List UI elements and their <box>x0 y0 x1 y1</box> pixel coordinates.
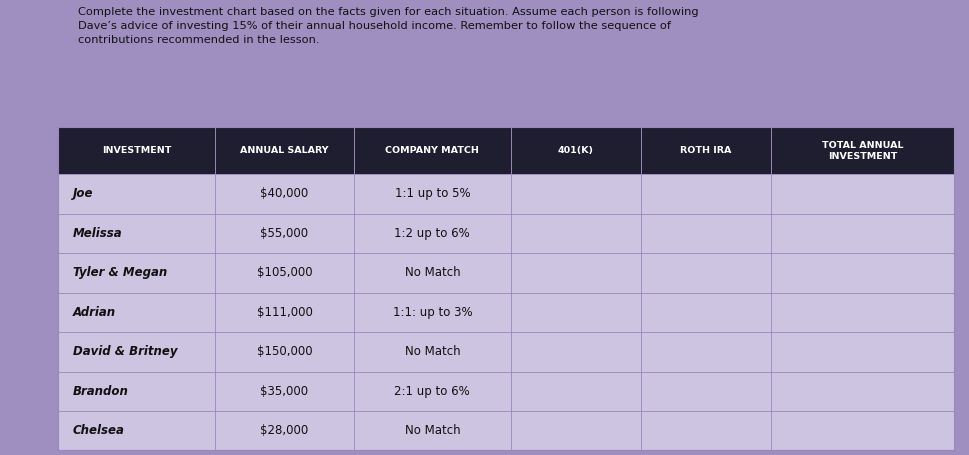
Text: ANNUAL SALARY: ANNUAL SALARY <box>240 147 328 155</box>
Text: No Match: No Match <box>404 345 460 358</box>
Text: Brandon: Brandon <box>73 385 129 398</box>
Text: No Match: No Match <box>404 424 460 437</box>
Text: Joe: Joe <box>73 187 93 201</box>
Text: ROTH IRA: ROTH IRA <box>680 147 732 155</box>
Text: $111,000: $111,000 <box>257 306 312 319</box>
Text: 401(K): 401(K) <box>558 147 594 155</box>
Text: COMPANY MATCH: COMPANY MATCH <box>386 147 480 155</box>
Text: TOTAL ANNUAL
INVESTMENT: TOTAL ANNUAL INVESTMENT <box>822 141 903 161</box>
Text: $28,000: $28,000 <box>261 424 308 437</box>
Bar <box>58 332 954 372</box>
Bar <box>58 253 954 293</box>
Text: Complete the investment chart based on the facts given for each situation. Assum: Complete the investment chart based on t… <box>78 7 698 45</box>
Bar <box>58 214 954 253</box>
Text: Adrian: Adrian <box>73 306 116 319</box>
Text: $35,000: $35,000 <box>261 385 308 398</box>
Text: $150,000: $150,000 <box>257 345 312 358</box>
Text: $55,000: $55,000 <box>261 227 308 240</box>
Text: Tyler & Megan: Tyler & Megan <box>73 266 167 279</box>
Bar <box>58 411 954 450</box>
Text: Melissa: Melissa <box>73 227 122 240</box>
Bar <box>58 174 954 214</box>
Text: Chelsea: Chelsea <box>73 424 125 437</box>
Text: INVESTMENT: INVESTMENT <box>102 147 172 155</box>
Text: David & Britney: David & Britney <box>73 345 177 358</box>
Text: 2:1 up to 6%: 2:1 up to 6% <box>394 385 470 398</box>
Text: No Match: No Match <box>404 266 460 279</box>
Text: 1:1 up to 5%: 1:1 up to 5% <box>394 187 470 201</box>
Text: $40,000: $40,000 <box>261 187 308 201</box>
Text: 1:1: up to 3%: 1:1: up to 3% <box>392 306 472 319</box>
Bar <box>58 293 954 332</box>
Text: 1:2 up to 6%: 1:2 up to 6% <box>394 227 470 240</box>
Text: $105,000: $105,000 <box>257 266 312 279</box>
Bar <box>58 372 954 411</box>
